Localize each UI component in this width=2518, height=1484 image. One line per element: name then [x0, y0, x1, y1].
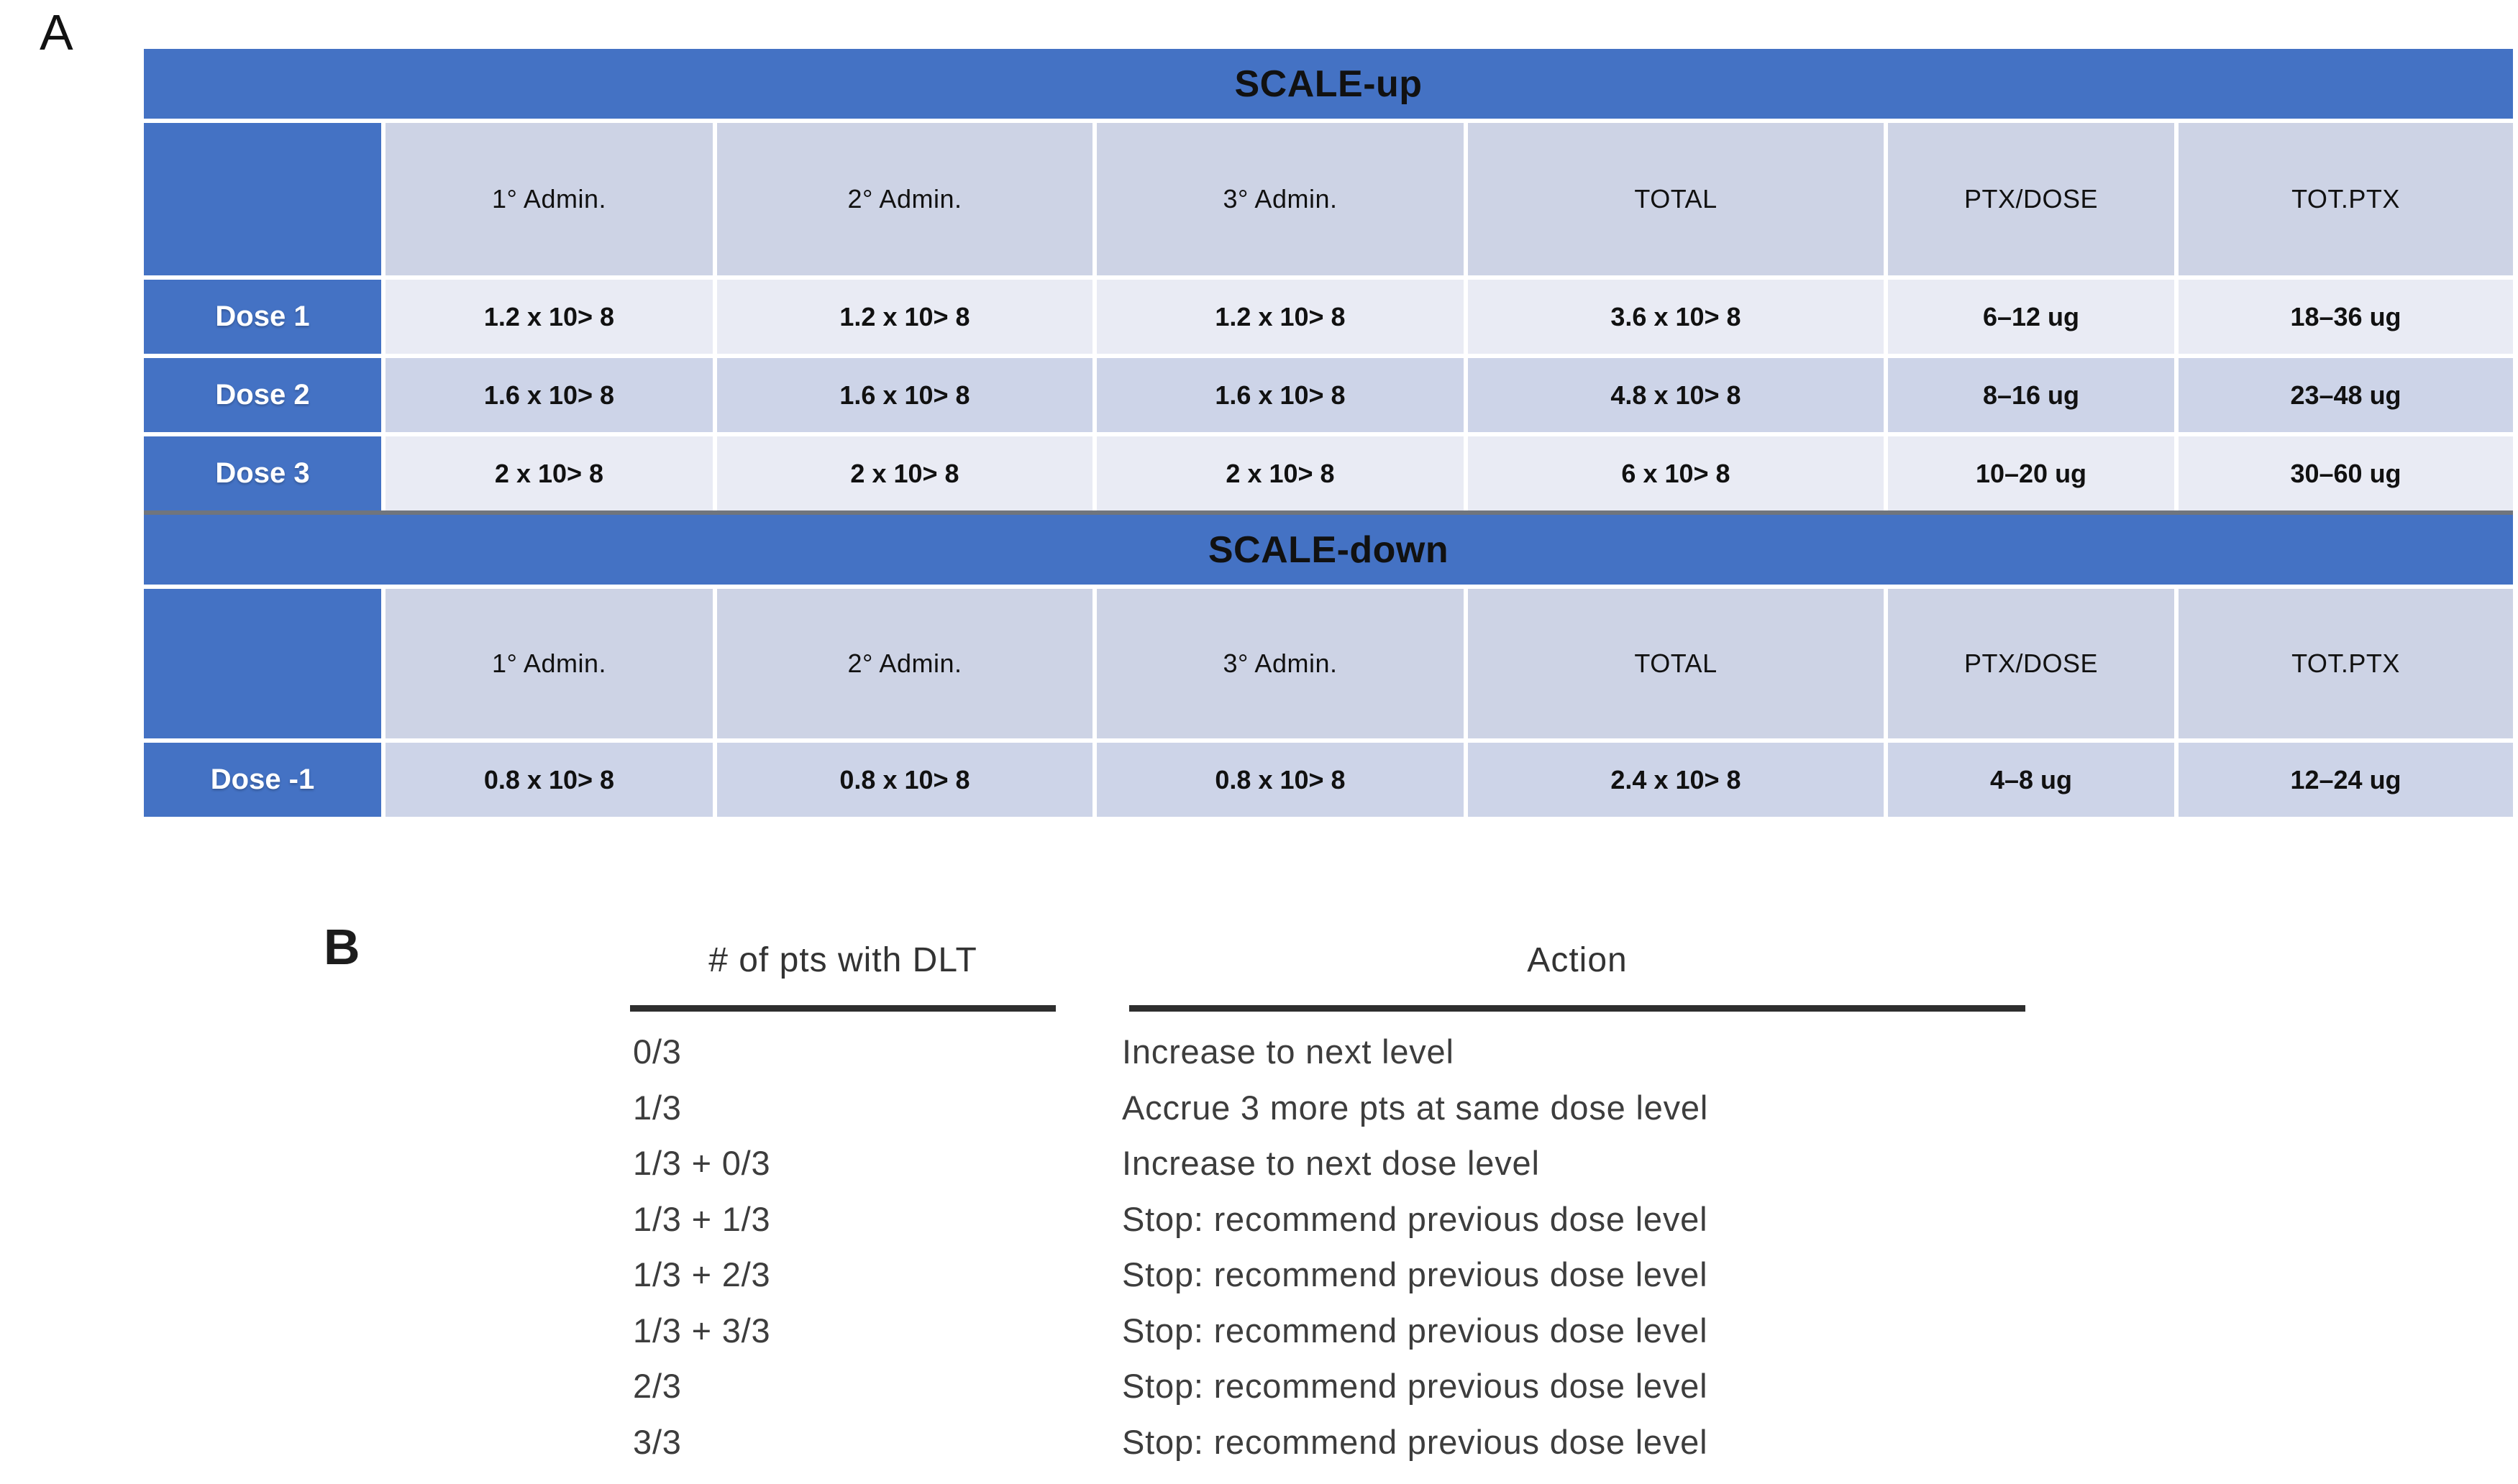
panel-a-label: A: [40, 4, 73, 60]
action-value: Increase to next level: [1122, 1032, 1454, 1071]
table-cell: 12–24 ug: [2179, 743, 2513, 817]
dose-row-label: Dose 3: [144, 436, 381, 510]
dlt-value: 1/3 + 2/3: [633, 1255, 771, 1294]
table-cell: 1.6 x 10> 8: [717, 358, 1092, 432]
dlt-value: 1/3 + 3/3: [633, 1311, 771, 1350]
table-cell: 2.4 x 10> 8: [1468, 743, 1884, 817]
action-value: Stop: recommend previous dose level: [1122, 1199, 1708, 1238]
dlt-header-rule: [630, 1005, 1056, 1012]
table-cell: 2 x 10> 8: [386, 436, 713, 510]
table-cell: 18–36 ug: [2179, 280, 2513, 354]
column-header-ptx-dose: PTX/DOSE: [1888, 123, 2174, 275]
action-value: Stop: recommend previous dose level: [1122, 1255, 1708, 1294]
dose-row-label: Dose -1: [144, 743, 381, 817]
dlt-value: 3/3: [633, 1422, 682, 1461]
table-cell: 30–60 ug: [2179, 436, 2513, 510]
dose-row-label: Dose 2: [144, 358, 381, 432]
table-cell: 2 x 10> 8: [1097, 436, 1464, 510]
column-header-admin1: 1° Admin.: [386, 589, 713, 738]
table-cell: 4.8 x 10> 8: [1468, 358, 1884, 432]
action-value: Stop: recommend previous dose level: [1122, 1367, 1708, 1406]
corner-cell: [144, 589, 381, 738]
column-header-admin1: 1° Admin.: [386, 123, 713, 275]
table-cell: 3.6 x 10> 8: [1468, 280, 1884, 354]
table-cell: 23–48 ug: [2179, 358, 2513, 432]
action-column-header: Action: [1527, 941, 1628, 979]
dlt-value: 1/3 + 0/3: [633, 1144, 771, 1183]
dlt-value: 1/3 + 1/3: [633, 1199, 771, 1238]
dlt-value: 2/3: [633, 1367, 682, 1406]
table-cell: 1.2 x 10> 8: [386, 280, 713, 354]
table-cell: 0.8 x 10> 8: [386, 743, 713, 817]
action-header-rule: [1129, 1005, 2025, 1012]
action-value: Increase to next dose level: [1122, 1144, 1540, 1183]
corner-cell: [144, 123, 381, 275]
table-cell: 1.2 x 10> 8: [1097, 280, 1464, 354]
table-cell: 4–8 ug: [1888, 743, 2174, 817]
column-header-tot-ptx: TOT.PTX: [2179, 589, 2513, 738]
dose-escalation-table: SCALE-up 1° Admin. 2° Admin. 3° Admin. T…: [144, 49, 2513, 817]
scale-up-band: SCALE-up: [144, 49, 2513, 119]
table-cell: 0.8 x 10> 8: [717, 743, 1092, 817]
action-value: Stop: recommend previous dose level: [1122, 1422, 1708, 1461]
dlt-column-header: # of pts with DLT: [708, 941, 977, 979]
column-header-admin3: 3° Admin.: [1097, 123, 1464, 275]
action-value: Accrue 3 more pts at same dose level: [1122, 1088, 1709, 1127]
dlt-value: 0/3: [633, 1032, 682, 1071]
dose-row-label: Dose 1: [144, 280, 381, 354]
column-header-tot-ptx: TOT.PTX: [2179, 123, 2513, 275]
column-header-admin2: 2° Admin.: [717, 123, 1092, 275]
table-cell: 6–12 ug: [1888, 280, 2174, 354]
table-cell: 0.8 x 10> 8: [1097, 743, 1464, 817]
column-header-ptx-dose: PTX/DOSE: [1888, 589, 2174, 738]
table-cell: 1.6 x 10> 8: [1097, 358, 1464, 432]
table-cell: 1.6 x 10> 8: [386, 358, 713, 432]
table-cell: 8–16 ug: [1888, 358, 2174, 432]
dlt-action-table: 0/3 Increase to next level 1/3 Accrue 3 …: [633, 1024, 2071, 1470]
panel-b-label: B: [324, 919, 360, 975]
table-cell: 10–20 ug: [1888, 436, 2174, 510]
column-header-admin3: 3° Admin.: [1097, 589, 1464, 738]
table-cell: 1.2 x 10> 8: [717, 280, 1092, 354]
column-header-total: TOTAL: [1468, 123, 1884, 275]
action-value: Stop: recommend previous dose level: [1122, 1311, 1708, 1350]
table-cell: 6 x 10> 8: [1468, 436, 1884, 510]
scale-down-band: SCALE-down: [144, 515, 2513, 585]
column-header-total: TOTAL: [1468, 589, 1884, 738]
dlt-value: 1/3: [633, 1088, 682, 1127]
table-cell: 2 x 10> 8: [717, 436, 1092, 510]
column-header-admin2: 2° Admin.: [717, 589, 1092, 738]
